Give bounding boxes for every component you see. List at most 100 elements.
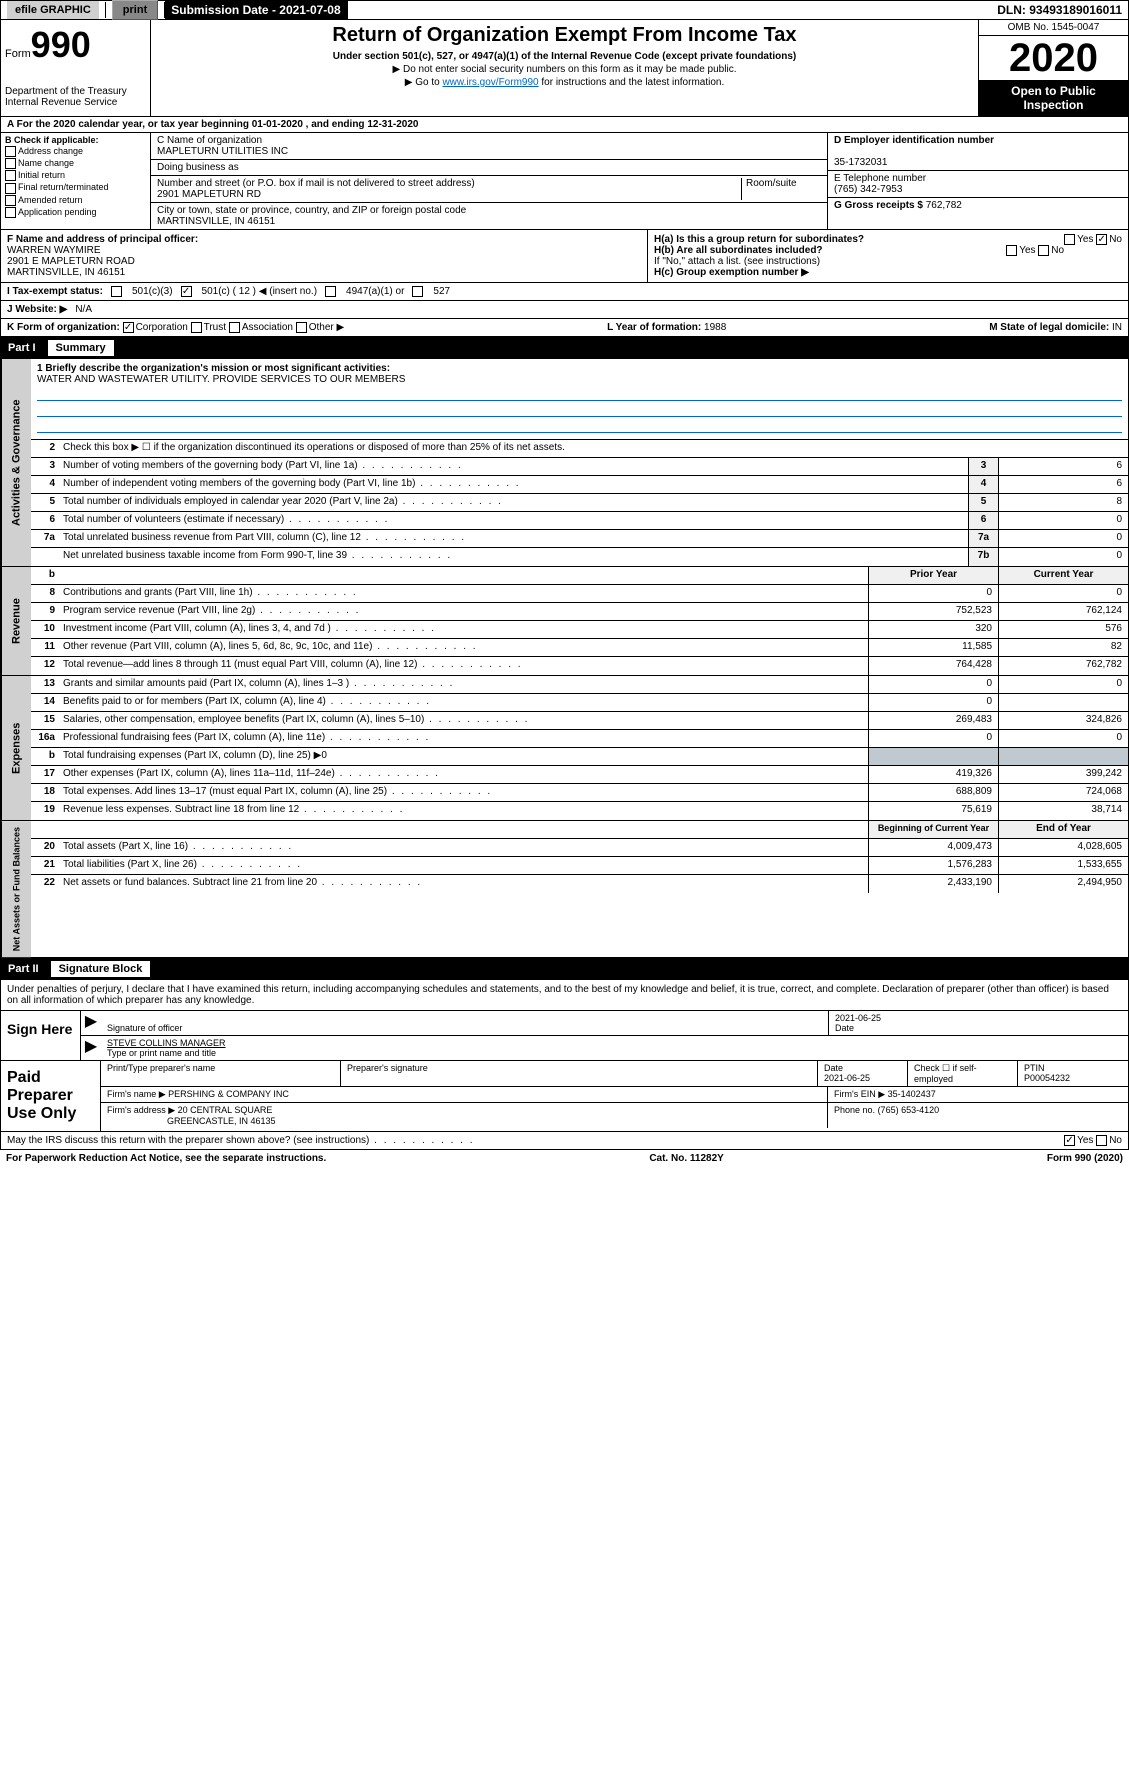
- dba-label: Doing business as: [157, 162, 239, 173]
- preparer-sig-header: Preparer's signature: [341, 1061, 818, 1086]
- sign-here-section: Sign Here ▶ Signature of officer 2021-06…: [0, 1011, 1129, 1061]
- tax-year: 2020: [979, 36, 1128, 80]
- chk-corporation[interactable]: [123, 322, 134, 333]
- firm-ein: 35-1402437: [888, 1089, 936, 1099]
- chk-discuss-no[interactable]: [1096, 1135, 1107, 1146]
- sign-here-label: Sign Here: [1, 1011, 81, 1060]
- sign-arrow-icon: ▶: [81, 1011, 101, 1035]
- chk-discuss-yes[interactable]: [1064, 1135, 1075, 1146]
- part1-header: Part I Summary: [0, 337, 1129, 359]
- table-row: 18Total expenses. Add lines 13–17 (must …: [31, 784, 1128, 802]
- self-employed-check[interactable]: Check ☐ if self-employed: [908, 1061, 1018, 1086]
- form-subtitle: Under section 501(c), 527, or 4947(a)(1)…: [159, 51, 970, 62]
- state-domicile: IN: [1112, 322, 1122, 333]
- line-2: Check this box ▶ ☐ if the organization d…: [59, 440, 1128, 457]
- mission-area: 1 Briefly describe the organization's mi…: [31, 359, 1128, 440]
- table-row: 19Revenue less expenses. Subtract line 1…: [31, 802, 1128, 820]
- chk-address-change[interactable]: Address change: [5, 146, 146, 157]
- chk-initial-return[interactable]: Initial return: [5, 170, 146, 181]
- tax-exempt-status: I Tax-exempt status: 501(c)(3) 501(c) ( …: [0, 283, 1129, 301]
- chk-trust[interactable]: [191, 322, 202, 333]
- street-address: 2901 MAPLETURN RD: [157, 189, 261, 200]
- print-button[interactable]: print: [106, 2, 165, 18]
- table-row: 15Salaries, other compensation, employee…: [31, 712, 1128, 730]
- table-row: Net unrelated business taxable income fr…: [31, 548, 1128, 566]
- ein: 35-1732031: [834, 157, 887, 168]
- chk-name-change[interactable]: Name change: [5, 158, 146, 169]
- open-to-public: Open to Public Inspection: [979, 80, 1128, 116]
- table-row: 14Benefits paid to or for members (Part …: [31, 694, 1128, 712]
- footer: For Paperwork Reduction Act Notice, see …: [0, 1150, 1129, 1167]
- a-tax-year: A For the 2020 calendar year, or tax yea…: [0, 117, 1129, 133]
- city-state-zip: MARTINSVILLE, IN 46151: [157, 216, 275, 227]
- table-row: 4Number of independent voting members of…: [31, 476, 1128, 494]
- chk-final-return[interactable]: Final return/terminated: [5, 182, 146, 193]
- col-c: C Name of organizationMAPLETURN UTILITIE…: [151, 133, 828, 229]
- form-ref: Form 990 (2020): [1047, 1153, 1123, 1164]
- omb-number: OMB No. 1545-0047: [979, 20, 1128, 36]
- paid-preparer-section: Paid Preparer Use Only Print/Type prepar…: [0, 1061, 1129, 1132]
- submission-date: Submission Date - 2021-07-08: [165, 1, 347, 19]
- ein-label: D Employer identification number: [834, 135, 994, 146]
- chk-amended-return[interactable]: Amended return: [5, 195, 146, 206]
- table-row: 7aTotal unrelated business revenue from …: [31, 530, 1128, 548]
- table-row: 11Other revenue (Part VIII, column (A), …: [31, 639, 1128, 657]
- chk-4947[interactable]: [325, 286, 336, 297]
- table-row: 6Total number of volunteers (estimate if…: [31, 512, 1128, 530]
- chk-501c3[interactable]: [111, 286, 122, 297]
- preparer-date: 2021-06-25: [824, 1073, 870, 1083]
- table-row: 20Total assets (Part X, line 16)4,009,47…: [31, 839, 1128, 857]
- irs-link[interactable]: www.irs.gov/Form990: [442, 77, 538, 88]
- principal-officer: F Name and address of principal officer:…: [1, 230, 648, 282]
- table-row: 21Total liabilities (Part X, line 26)1,5…: [31, 857, 1128, 875]
- mission-text: WATER AND WASTEWATER UTILITY. PROVIDE SE…: [37, 374, 1122, 385]
- fh-row: F Name and address of principal officer:…: [0, 230, 1129, 283]
- perjury-text: Under penalties of perjury, I declare th…: [0, 980, 1129, 1011]
- group-return: H(a) Is this a group return for subordin…: [648, 230, 1128, 282]
- table-row: bTotal fundraising expenses (Part IX, co…: [31, 748, 1128, 766]
- net-assets-side-label: Net Assets or Fund Balances: [1, 821, 31, 957]
- expenses-section: Expenses 13Grants and similar amounts pa…: [0, 676, 1129, 821]
- table-row: 16aProfessional fundraising fees (Part I…: [31, 730, 1128, 748]
- dept-treasury: Department of the TreasuryInternal Reven…: [5, 86, 146, 108]
- efile-label: efile GRAPHIC: [1, 2, 106, 18]
- col-de: D Employer identification number 35-17320…: [828, 133, 1128, 229]
- chk-527[interactable]: [412, 286, 423, 297]
- ptin: P00054232: [1024, 1073, 1070, 1083]
- table-row: 10Investment income (Part VIII, column (…: [31, 621, 1128, 639]
- website: N/A: [75, 304, 92, 315]
- revenue-section: Revenue bPrior YearCurrent Year 8Contrib…: [0, 567, 1129, 676]
- sign-arrow-icon: ▶: [81, 1036, 101, 1060]
- phone-label: E Telephone number: [834, 173, 926, 184]
- signature-label: Signature of officer: [107, 1023, 182, 1033]
- cat-no: Cat. No. 11282Y: [649, 1153, 723, 1164]
- website-row: J Website: ▶ N/A: [0, 301, 1129, 319]
- year-formation: 1988: [704, 322, 726, 333]
- chk-other[interactable]: [296, 322, 307, 333]
- officer-name: STEVE COLLINS MANAGER: [107, 1038, 226, 1048]
- form-title: Return of Organization Exempt From Incom…: [159, 24, 970, 47]
- org-name: MAPLETURN UTILITIES INC: [157, 146, 288, 157]
- table-row: 22Net assets or fund balances. Subtract …: [31, 875, 1128, 893]
- net-assets-section: Net Assets or Fund Balances Beginning of…: [0, 821, 1129, 958]
- table-row: 3Number of voting members of the governi…: [31, 458, 1128, 476]
- chk-association[interactable]: [229, 322, 240, 333]
- org-name-label: C Name of organization: [157, 135, 262, 146]
- note-link: ▶ Go to www.irs.gov/Form990 for instruct…: [159, 77, 970, 88]
- gross-receipts: 762,782: [926, 200, 962, 211]
- chk-application-pending[interactable]: Application pending: [5, 207, 146, 218]
- preparer-name-header: Print/Type preparer's name: [101, 1061, 341, 1086]
- gross-receipts-label: G Gross receipts $: [834, 200, 923, 211]
- firm-phone: (765) 653-4120: [878, 1105, 940, 1115]
- governance-section: Activities & Governance 1 Briefly descri…: [0, 359, 1129, 567]
- beginning-year-header: Beginning of Current Year: [868, 821, 998, 838]
- chk-501c[interactable]: [181, 286, 192, 297]
- form-header: Form990 Department of the TreasuryIntern…: [0, 20, 1129, 117]
- current-year-header: Current Year: [998, 567, 1128, 584]
- info-grid: B Check if applicable: Address change Na…: [0, 133, 1129, 230]
- city-label: City or town, state or province, country…: [157, 205, 466, 216]
- note-ssn: ▶ Do not enter social security numbers o…: [159, 64, 970, 75]
- pra-notice: For Paperwork Reduction Act Notice, see …: [6, 1153, 326, 1164]
- col-b-checkboxes: B Check if applicable: Address change Na…: [1, 133, 151, 229]
- k-row: K Form of organization: Corporation Trus…: [0, 319, 1129, 337]
